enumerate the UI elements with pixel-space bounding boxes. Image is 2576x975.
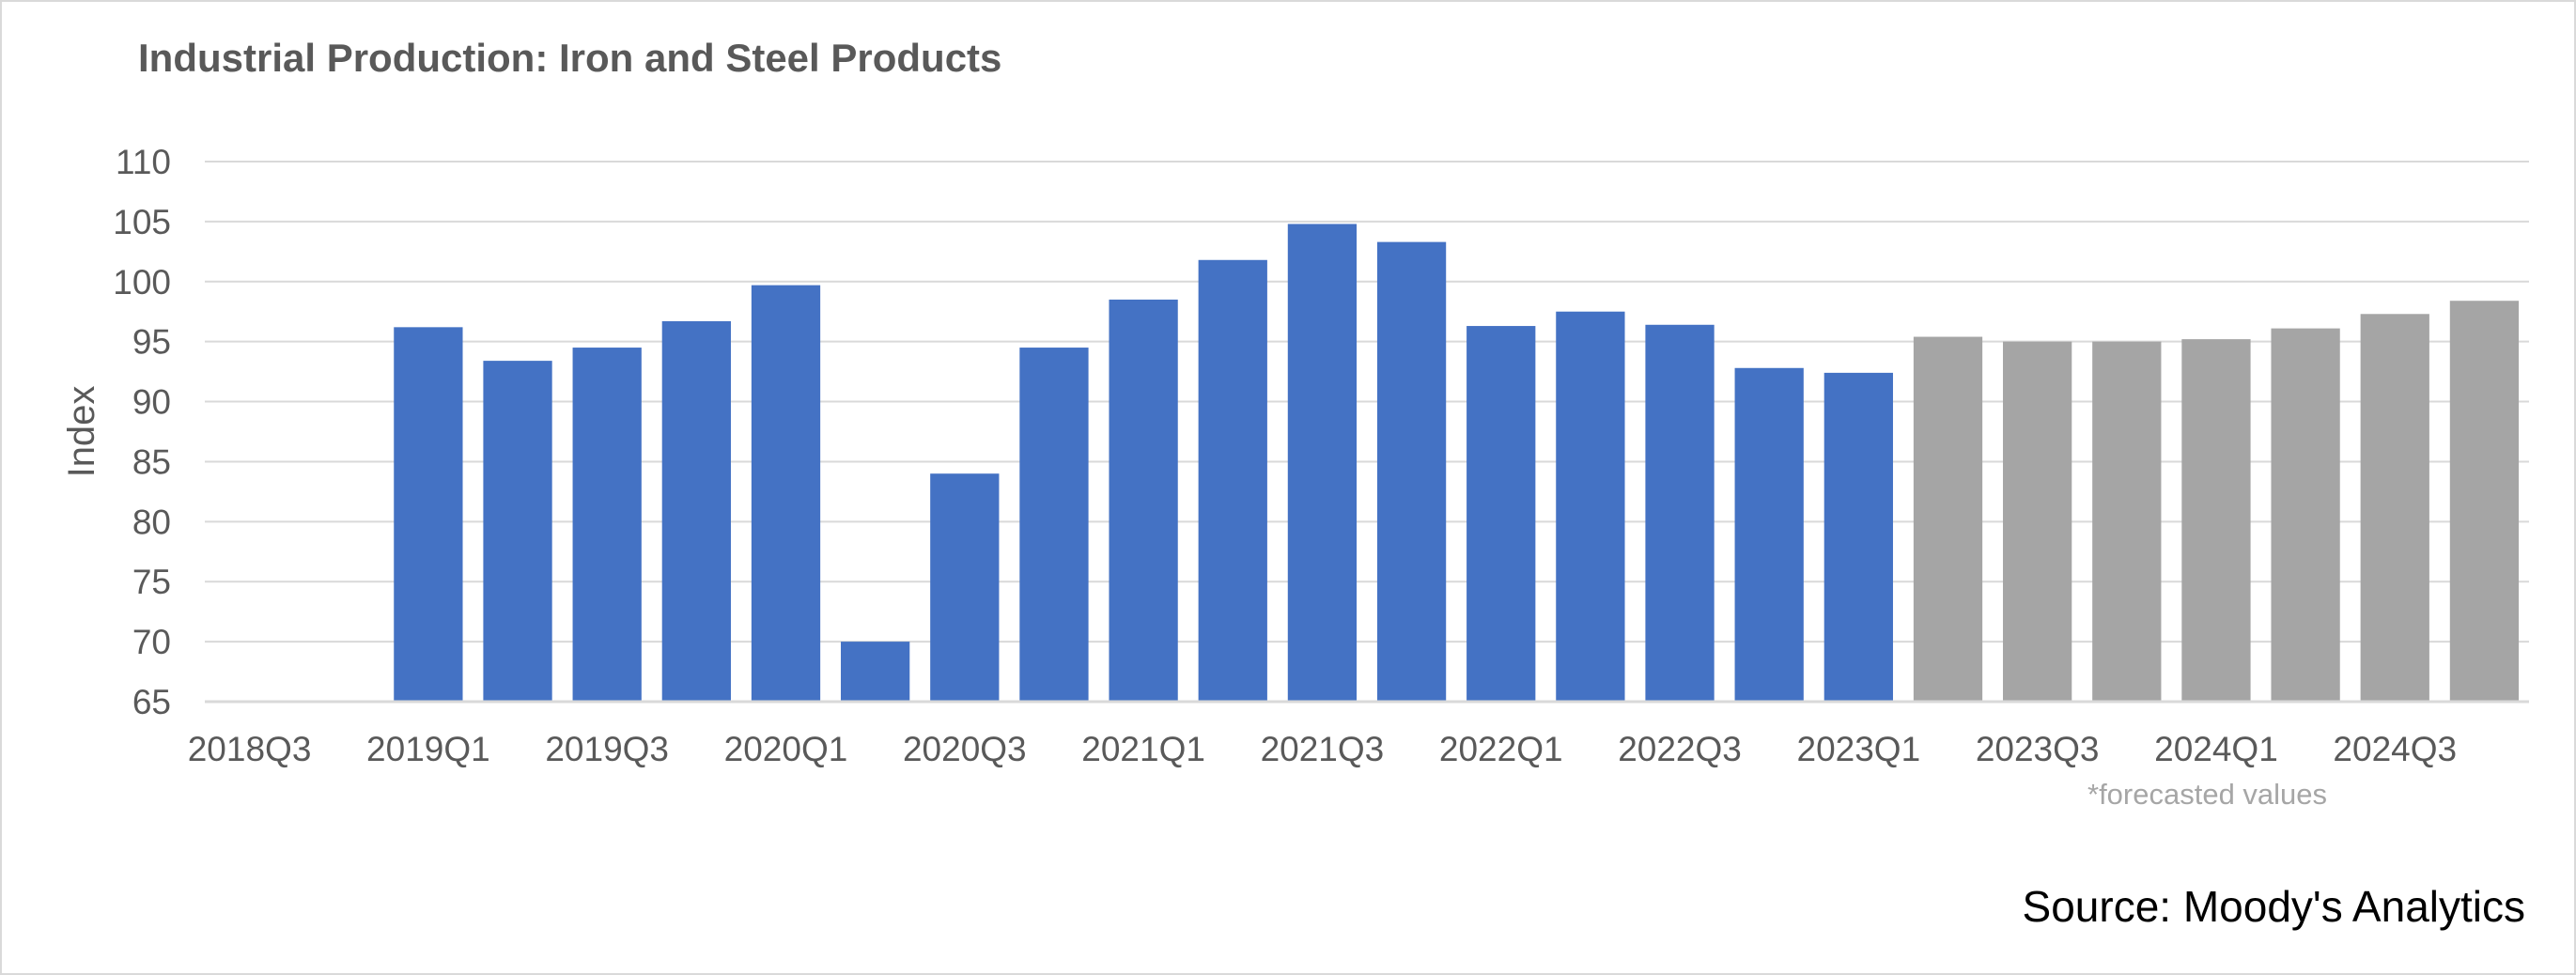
x-tick-label: 2019Q3 — [545, 730, 669, 768]
bar-2019Q4 — [661, 320, 731, 702]
x-tick-label: 2023Q1 — [1797, 730, 1921, 768]
y-tick-label: 85 — [132, 442, 171, 481]
x-tick-label: 2019Q1 — [366, 730, 490, 768]
y-tick-label: 90 — [132, 383, 171, 422]
chart-title: Industrial Production: Iron and Steel Pr… — [138, 36, 1002, 80]
y-tick-label: 95 — [132, 323, 171, 362]
bar-2020Q4 — [1019, 348, 1089, 702]
bar-2020Q3 — [930, 473, 1000, 702]
x-tick-label: 2020Q3 — [903, 730, 1027, 768]
bar-forecast-2023Q4 — [2092, 341, 2162, 702]
bar-2021Q2 — [1198, 259, 1267, 702]
source-note: Source: Moody's Analytics — [2022, 882, 2525, 931]
bar-2022Q1 — [1466, 326, 1536, 702]
bar-2022Q4 — [1734, 367, 1804, 702]
bar-2021Q1 — [1109, 299, 1178, 702]
x-tick-label: 2022Q3 — [1618, 730, 1742, 768]
bar-2021Q3 — [1287, 224, 1358, 702]
y-tick-label: 100 — [113, 263, 171, 302]
bar-2019Q3 — [572, 348, 642, 702]
x-tick-label: 2024Q1 — [2154, 730, 2278, 768]
x-tick-label: 2018Q3 — [188, 730, 312, 768]
bar-2022Q2 — [1556, 311, 1625, 702]
bar-forecast-2023Q3 — [2003, 341, 2072, 702]
x-tick-label: 2021Q3 — [1261, 730, 1385, 768]
y-axis-label: Index — [61, 386, 102, 478]
bar-forecast-2024Q1 — [2181, 339, 2251, 702]
forecast-footnote: *forecasted values — [2087, 778, 2328, 811]
y-tick-label: 110 — [116, 143, 171, 181]
y-tick-label: 80 — [132, 503, 171, 541]
y-tick-label: 65 — [132, 683, 171, 721]
bar-2019Q1 — [394, 327, 463, 702]
y-tick-label: 75 — [132, 563, 171, 601]
bar-2023Q1 — [1823, 372, 1893, 702]
x-tick-label: 2024Q3 — [2333, 730, 2457, 768]
x-tick-label: 2020Q1 — [724, 730, 848, 768]
x-tick-label: 2022Q1 — [1439, 730, 1563, 768]
bar-forecast-2024Q4 — [2449, 301, 2520, 702]
bar-2019Q2 — [483, 361, 552, 702]
y-tick-label: 70 — [132, 623, 171, 661]
x-tick-label: 2023Q3 — [1976, 730, 2100, 768]
bar-2020Q2 — [841, 642, 910, 702]
bar-forecast-2024Q2 — [2271, 328, 2340, 702]
bar-forecast-2023Q2 — [1913, 336, 1983, 702]
y-tick-label: 105 — [113, 203, 171, 241]
bar-2021Q4 — [1376, 241, 1447, 702]
bar-2022Q3 — [1645, 324, 1715, 702]
bar-2020Q1 — [751, 285, 821, 702]
x-tick-label: 2021Q1 — [1081, 730, 1205, 768]
bar-forecast-2024Q3 — [2360, 314, 2429, 702]
